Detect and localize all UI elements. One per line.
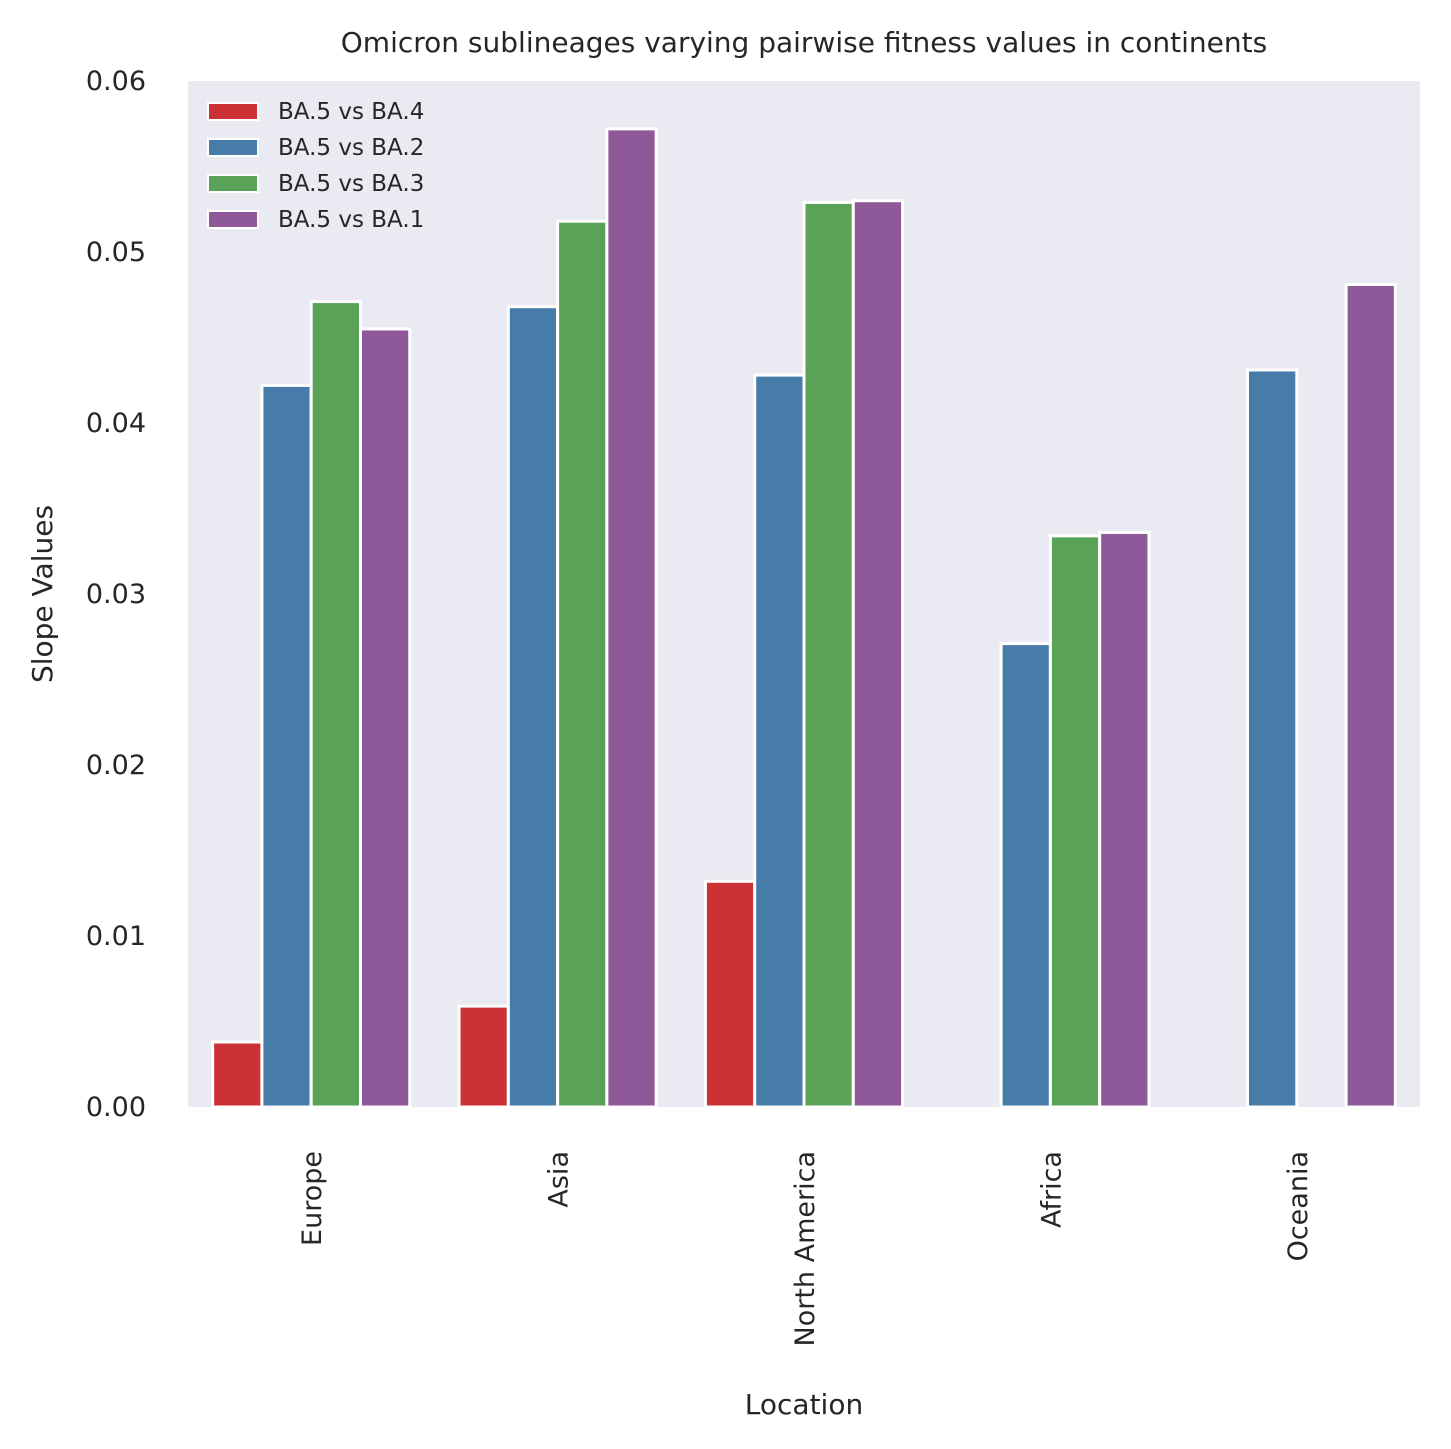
y-axis-label: Slope Values xyxy=(26,505,59,683)
y-tick-label: 0.04 xyxy=(86,408,146,439)
x-tick-labels: Europe Asia North America Africa Oceania xyxy=(297,1151,1314,1346)
legend: BA.5 vs BA.4 BA.5 vs BA.2 BA.5 vs BA.3 BA.5… xyxy=(207,99,424,233)
y-tick-labels: 0.00 0.01 0.02 0.03 0.04 0.05 0.06 xyxy=(86,66,146,1123)
y-tick-label: 0.00 xyxy=(86,1092,146,1123)
y-tick-label: 0.03 xyxy=(86,579,146,610)
bar-europe-ba-5-vs-ba-4 xyxy=(211,1040,264,1109)
x-tick-label-oceania: Oceania xyxy=(1283,1151,1314,1261)
legend-label-ba-5-vs-ba-3: BA.5 vs BA.3 xyxy=(278,171,424,197)
bar-africa-ba-5-vs-ba-1 xyxy=(1098,530,1151,1109)
bar-north-america-ba-5-vs-ba-2 xyxy=(753,373,806,1109)
bars-group xyxy=(211,127,1397,1109)
bar-asia-ba-5-vs-ba-2 xyxy=(506,305,560,1109)
x-tick-label-north-america: North America xyxy=(790,1151,821,1346)
bar-africa-ba-5-vs-ba-3 xyxy=(1048,534,1102,1109)
bar-asia-ba-5-vs-ba-3 xyxy=(556,219,609,1109)
y-tick-label: 0.01 xyxy=(86,921,146,952)
x-axis-label: Location xyxy=(745,1388,863,1421)
bar-asia-ba-5-vs-ba-4 xyxy=(457,1004,510,1109)
legend-label-ba-5-vs-ba-2: BA.5 vs BA.2 xyxy=(278,135,424,161)
x-tick-label-europe: Europe xyxy=(297,1151,328,1246)
bar-oceania-ba-5-vs-ba-1 xyxy=(1344,282,1397,1109)
bar-europe-ba-5-vs-ba-3 xyxy=(309,300,362,1109)
bar-asia-ba-5-vs-ba-1 xyxy=(605,127,658,1109)
legend-swatch-ba-5-vs-ba-1 xyxy=(207,210,259,229)
x-tick-label-africa: Africa xyxy=(1036,1151,1067,1228)
bar-africa-ba-5-vs-ba-2 xyxy=(999,642,1052,1109)
bar-europe-ba-5-vs-ba-1 xyxy=(358,327,412,1109)
y-tick-label: 0.05 xyxy=(86,237,146,268)
legend-swatch-ba-5-vs-ba-4 xyxy=(207,102,259,121)
bar-europe-ba-5-vs-ba-2 xyxy=(260,383,313,1109)
bar-north-america-ba-5-vs-ba-3 xyxy=(802,200,855,1109)
legend-swatch-ba-5-vs-ba-3 xyxy=(207,174,259,193)
chart-title: Omicron sublineages varying pairwise fit… xyxy=(341,26,1267,59)
bar-oceania-ba-5-vs-ba-2 xyxy=(1246,368,1299,1109)
legend-label-ba-5-vs-ba-4: BA.5 vs BA.4 xyxy=(278,99,424,125)
y-tick-label: 0.06 xyxy=(86,66,146,97)
bar-north-america-ba-5-vs-ba-4 xyxy=(703,879,757,1109)
x-tick-label-asia: Asia xyxy=(544,1151,575,1208)
legend-swatch-ba-5-vs-ba-2 xyxy=(207,138,259,157)
y-tick-label: 0.02 xyxy=(86,750,146,781)
bar-north-america-ba-5-vs-ba-1 xyxy=(851,199,905,1109)
legend-label-ba-5-vs-ba-1: BA.5 vs BA.1 xyxy=(278,207,424,233)
